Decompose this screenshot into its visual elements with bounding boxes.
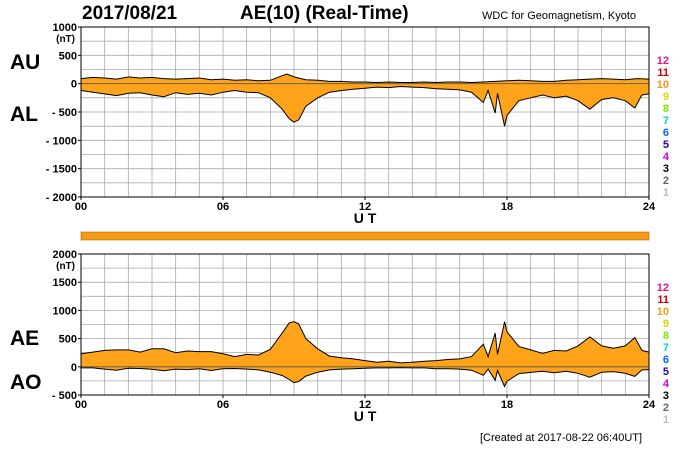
legend-item-4: 4 <box>663 378 670 390</box>
y-tick-label: - 500 <box>52 390 77 402</box>
al-side-label: AL <box>10 103 38 126</box>
y-tick-label: 2000 <box>53 249 77 261</box>
legend-item-11: 11 <box>657 67 669 79</box>
y-tick-label: 500 <box>59 50 77 62</box>
date-title: 2017/08/21 <box>82 3 178 24</box>
band-fill-upper <box>81 74 649 127</box>
y-tick-label: - 2000 <box>46 192 77 204</box>
au-side-label: AU <box>10 51 41 74</box>
x-tick-label: 24 <box>643 399 656 411</box>
x-tick-label: 06 <box>217 399 229 411</box>
x-tick-label: 00 <box>75 399 87 411</box>
x-axis-label: U T <box>354 210 377 226</box>
y-tick-label: 1500 <box>53 277 77 289</box>
series-line-lower-1 <box>81 367 650 388</box>
legend-item-5: 5 <box>663 366 669 378</box>
series-line-upper-0 <box>80 73 650 84</box>
x-tick-label: 12 <box>359 399 371 411</box>
legend-item-1: 1 <box>663 414 669 426</box>
panel-lower <box>78 253 650 398</box>
y-tick-label: - 500 <box>52 107 77 119</box>
legend-item-3: 3 <box>663 390 669 402</box>
ao-side-label: AO <box>10 371 42 394</box>
legend-item-3: 3 <box>663 163 669 175</box>
y-tick-label: - 1000 <box>46 135 77 147</box>
x-tick-label: 18 <box>501 201 513 213</box>
x-axis-label: U T <box>354 408 377 424</box>
series-line-lower-0 <box>80 321 650 364</box>
legend-item-12: 12 <box>657 55 669 67</box>
panel-upper <box>78 26 650 200</box>
chart-title: AE(10) (Real-Time) <box>240 3 409 24</box>
legend-item-6: 6 <box>663 354 669 366</box>
legend-item-9: 9 <box>663 318 669 330</box>
x-tick-label: 00 <box>75 201 87 213</box>
legend-item-2: 2 <box>663 175 669 187</box>
legend-item-9: 9 <box>663 91 669 103</box>
x-tick-label: 24 <box>643 201 656 213</box>
unit-label: (nT) <box>56 261 75 272</box>
legend-item-7: 7 <box>663 342 669 354</box>
created-timestamp: [Created at 2017-08-22 06:40UT] <box>480 432 643 444</box>
y-tick-label: 500 <box>59 334 77 346</box>
source-label: WDC for Geomagnetism, Kyoto <box>482 10 637 22</box>
y-tick-label: - 1500 <box>46 164 77 176</box>
legend-item-10: 10 <box>657 306 669 318</box>
legend-item-10: 10 <box>657 79 669 91</box>
legend-item-2: 2 <box>663 402 669 414</box>
station-status-bar <box>80 231 650 241</box>
legend-item-5: 5 <box>663 139 669 151</box>
legend-item-1: 1 <box>663 187 669 199</box>
series-line-upper-1 <box>80 85 650 127</box>
legend-item-11: 11 <box>657 294 669 306</box>
legend-item-8: 8 <box>663 330 669 342</box>
legend-item-7: 7 <box>663 115 669 127</box>
x-tick-label: 12 <box>359 201 371 213</box>
legend-item-12: 12 <box>657 282 669 294</box>
legend-item-8: 8 <box>663 103 669 115</box>
y-tick-label: 0 <box>71 362 77 374</box>
legend-item-6: 6 <box>663 127 669 139</box>
x-tick-label: 18 <box>501 399 513 411</box>
unit-label: (nT) <box>56 34 75 45</box>
y-tick-label: 0 <box>71 79 77 91</box>
x-tick-label: 06 <box>217 201 229 213</box>
band-fill-lower <box>81 321 649 387</box>
legend-item-4: 4 <box>663 151 670 163</box>
y-tick-label: 1000 <box>53 22 77 34</box>
y-tick-label: 1000 <box>53 305 77 317</box>
ae-side-label: AE <box>10 327 40 350</box>
